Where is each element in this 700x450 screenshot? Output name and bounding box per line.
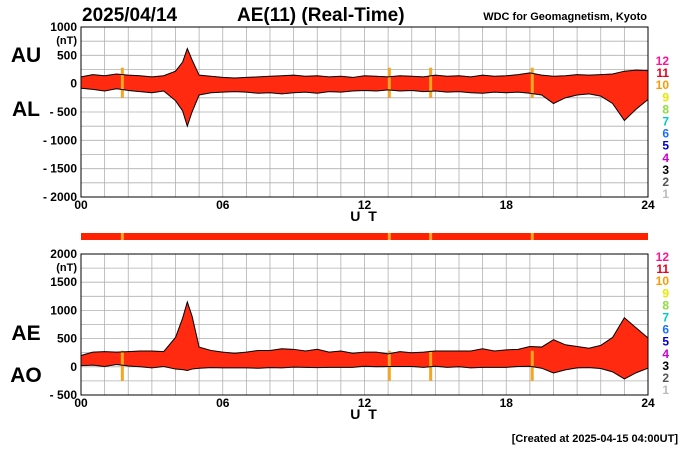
y-tick-label: - 1500: [43, 162, 77, 176]
x-axis-label: U T: [350, 406, 379, 422]
quality-bar-mark: [429, 233, 433, 240]
quality-mark: [429, 350, 433, 381]
plot-date: 2025/04/14: [82, 5, 178, 26]
level-label: 3: [662, 163, 669, 177]
y-tick-label: 1500: [50, 275, 77, 289]
level-label: 12: [656, 54, 670, 68]
level-label: 12: [656, 250, 670, 264]
x-tick-label: 24: [641, 396, 655, 410]
lower-index-label: AO: [10, 364, 42, 387]
level-label: 5: [662, 139, 669, 153]
quality-mark: [387, 350, 391, 381]
quality-bar: [81, 233, 648, 240]
level-label: 2: [662, 371, 669, 385]
x-tick-label: 18: [500, 396, 514, 410]
level-label: 9: [662, 90, 669, 104]
y-tick-label: 0: [70, 360, 77, 374]
y-tick-label: 500: [57, 332, 77, 346]
quality-mark: [530, 67, 534, 98]
plot-title: AE(11) (Real-Time): [237, 5, 405, 26]
quality-mark: [120, 67, 124, 98]
x-tick-label: 12: [358, 198, 372, 212]
level-label: 9: [662, 286, 669, 300]
series-line-lower: [80, 364, 649, 380]
data-source: WDC for Geomagnetism, Kyoto: [483, 11, 647, 23]
upper-index-label: AE: [11, 322, 40, 345]
level-label: 11: [656, 66, 669, 80]
series-line-lower: [80, 87, 649, 128]
level-label: 4: [662, 347, 669, 361]
series-band-fill: [81, 301, 648, 379]
x-tick-label: 00: [74, 198, 88, 212]
panel-au-al: 1000 500 0 - 500 - 1000 - 1500 - 2000 (nT) 00 06 1…: [11, 20, 655, 224]
level-label: 7: [662, 115, 669, 129]
lower-index-label: AL: [12, 98, 40, 121]
level-label: 7: [662, 311, 669, 325]
level-label: 5: [662, 335, 669, 349]
y-tick-label: - 500: [50, 388, 78, 402]
quality-mark: [387, 67, 391, 98]
level-label: 6: [662, 127, 669, 141]
y-tick-label: 0: [70, 77, 77, 91]
unit-label: (nT): [56, 262, 77, 274]
panel-ae-ao: 2000 1500 1000 500 0 - 500 (nT) 00 06 12 18 24 U T AE…: [10, 247, 655, 422]
x-tick-label: 24: [641, 198, 655, 212]
series-line-upper: [80, 300, 649, 357]
x-tick-label: 12: [358, 396, 372, 410]
quality-bar-mark: [120, 233, 124, 240]
y-tick-label: 500: [57, 48, 77, 62]
quality-bar-fill: [81, 233, 648, 240]
level-label: 11: [656, 262, 669, 276]
y-tick-label: 1000: [50, 303, 77, 317]
quality-mark: [530, 350, 534, 381]
x-tick-label: 06: [216, 198, 230, 212]
y-tick-label: - 500: [50, 105, 78, 119]
level-label: 1: [662, 187, 669, 201]
level-label: 10: [656, 274, 670, 288]
level-label: 4: [662, 151, 669, 165]
created-timestamp: [Created at 2025-04-15 04:00UT]: [512, 433, 679, 445]
y-tick-label: - 1000: [43, 133, 77, 147]
plot-frame: [80, 253, 649, 396]
y-tick-label: - 2000: [43, 190, 77, 204]
x-tick-label: 06: [216, 396, 230, 410]
level-label: 8: [662, 298, 669, 312]
quality-bar-mark: [387, 233, 391, 240]
x-tick-label: 18: [500, 198, 514, 212]
level-label: 1: [662, 383, 669, 397]
series-band-fill: [81, 48, 648, 127]
level-label: 2: [662, 175, 669, 189]
level-label: 10: [656, 78, 670, 92]
level-label: 3: [662, 359, 669, 373]
plot-frame: [80, 26, 649, 198]
y-tick-label: 1000: [50, 20, 77, 34]
level-label: 6: [662, 323, 669, 337]
unit-label: (nT): [56, 35, 77, 47]
x-tick-label: 00: [74, 396, 88, 410]
quality-mark: [120, 350, 124, 381]
series-line-upper: [80, 47, 649, 79]
quality-bar-mark: [530, 233, 534, 240]
x-axis-label: U T: [350, 208, 379, 224]
upper-index-label: AU: [11, 44, 41, 67]
y-tick-label: 2000: [50, 247, 77, 261]
level-label: 8: [662, 102, 669, 116]
quality-mark: [429, 67, 433, 98]
